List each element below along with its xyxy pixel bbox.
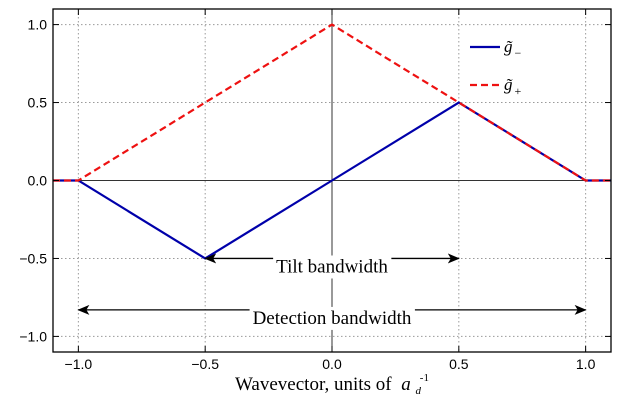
y-tick-label: 0.5 xyxy=(28,95,48,111)
x-tick-label: 1.0 xyxy=(576,356,596,372)
x-axis-label-text: Wavevector, units of xyxy=(235,374,392,395)
x-tick-label: 0.0 xyxy=(322,356,342,372)
x-axis-label-symbol: a xyxy=(401,374,411,395)
annotations: Tilt bandwidth Detection bandwidth xyxy=(77,253,587,330)
x-axis-label-superscript: -1 xyxy=(420,372,429,384)
detection-bandwidth-label: Detection bandwidth xyxy=(253,308,412,329)
series-lines xyxy=(53,23,611,260)
detection-bandwidth-label-bg xyxy=(249,306,415,330)
x-axis-label: Wavevector, units of a d -1 xyxy=(235,372,429,399)
x-tick-label: 0.5 xyxy=(449,356,469,372)
ticks: −1.0 −0.5 0.0 0.5 1.0 −1.0 −0.5 0.0 0.5 1.0 xyxy=(19,9,611,372)
tilt-bandwidth-label: Tilt bandwidth xyxy=(276,256,388,277)
legend-label-g-plus: g̃ + xyxy=(504,75,522,98)
y-tick-label: 0.0 xyxy=(28,173,48,189)
y-tick-label: −0.5 xyxy=(19,250,47,266)
x-axis-label-subscript: d xyxy=(416,385,422,397)
legend: g̃ − g̃ + xyxy=(470,37,522,98)
legend-label-g-minus: g̃ − xyxy=(504,37,522,60)
y-tick-label: −1.0 xyxy=(19,328,47,344)
tilt-bandwidth-label-bg xyxy=(273,255,392,279)
x-tick-label: −0.5 xyxy=(191,356,219,372)
x-tick-label: −1.0 xyxy=(65,356,93,372)
series-line-g-plus xyxy=(53,23,611,182)
y-tick-label: 1.0 xyxy=(28,17,48,33)
